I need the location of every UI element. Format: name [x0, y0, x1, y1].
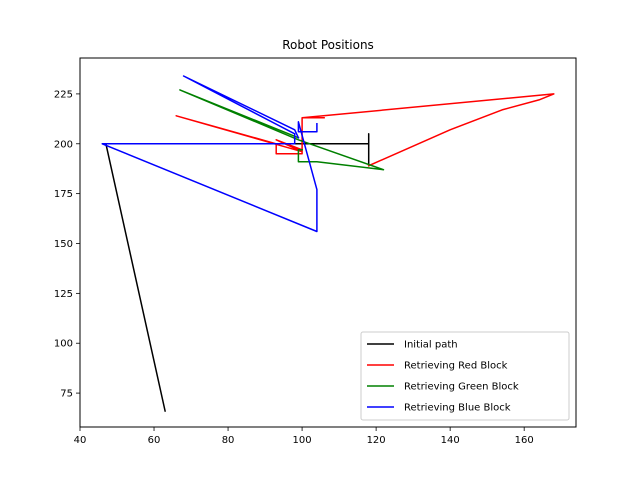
x-tick-label-0: 40 [74, 435, 87, 446]
x-tick-label-5: 140 [441, 435, 460, 446]
y-tick-label-3: 150 [54, 239, 73, 250]
plot-frame [79, 57, 577, 428]
y-tick-label-4: 175 [54, 189, 73, 200]
x-axis: 40 60 80 100 120 140 160 [74, 427, 534, 446]
series-line-2 [175, 93, 555, 167]
chart-title: Robot Positions [282, 38, 374, 52]
legend-label-4: Retrieving Blue Block [404, 403, 511, 414]
y-tick-label-6: 225 [54, 89, 73, 100]
y-axis: 75 100 125 150 175 200 225 [54, 89, 80, 400]
legend-label-3: Retrieving Green Block [404, 382, 519, 393]
legend-label-1: Initial path [404, 340, 458, 351]
legend-label-2: Retrieving Red Block [404, 361, 508, 372]
series-line-4 [101, 75, 318, 233]
legend: Initial path Retrieving Red Block Retrievi… [360, 331, 570, 421]
series-line-3 [179, 89, 385, 171]
legend-box [360, 331, 570, 421]
x-tick-label-3: 100 [293, 435, 312, 446]
x-tick-label-1: 60 [148, 435, 161, 446]
plot-series [101, 75, 555, 412]
x-tick-label-6: 160 [515, 435, 534, 446]
y-tick-label-1: 100 [54, 339, 73, 350]
x-tick-label-2: 80 [222, 435, 235, 446]
y-tick-label-5: 200 [54, 139, 73, 150]
series-line-1 [105, 133, 370, 412]
y-tick-label-0: 75 [60, 389, 73, 400]
x-tick-label-4: 120 [367, 435, 386, 446]
y-tick-label-2: 125 [54, 289, 73, 300]
